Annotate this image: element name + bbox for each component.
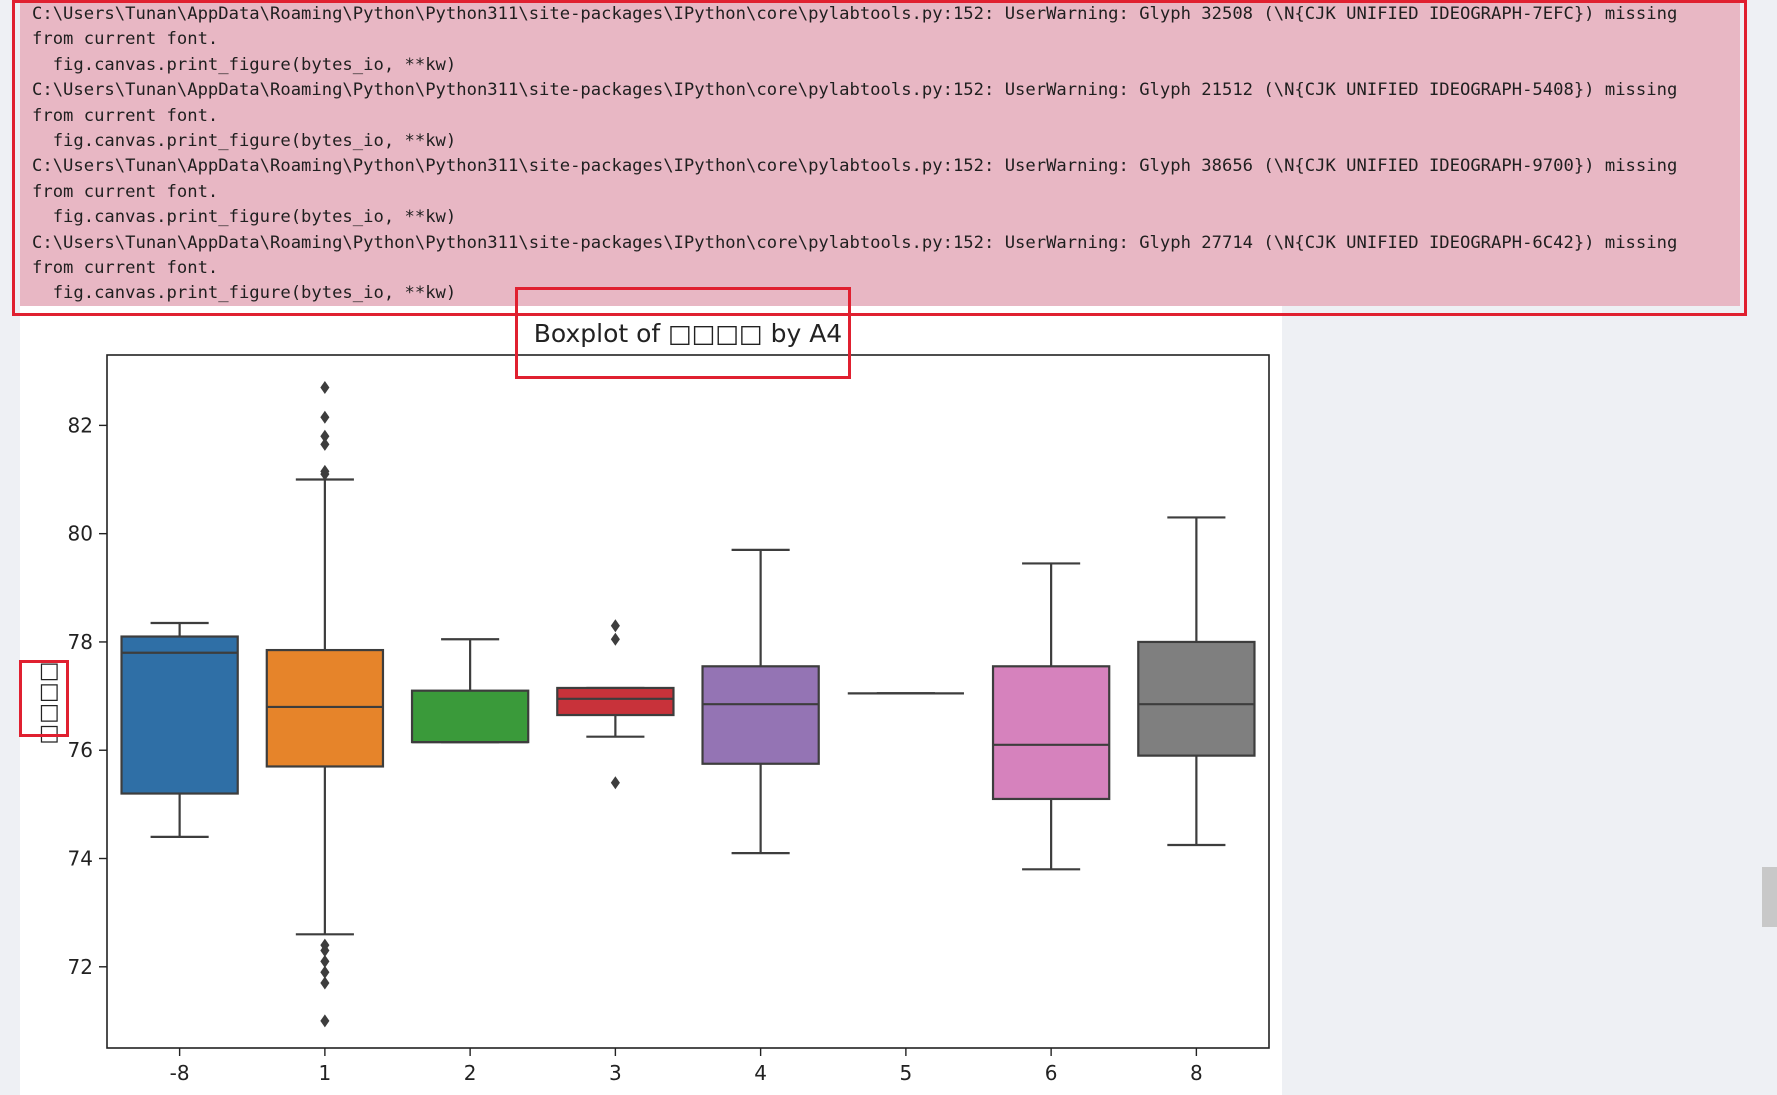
plot-area-frame [106, 354, 1270, 1049]
highlight-warnings [12, 0, 1747, 316]
box-3 [556, 619, 675, 790]
highlight-y-label [19, 660, 69, 737]
box-6 [991, 562, 1111, 871]
outlier-point [320, 944, 330, 958]
outlier-point [610, 776, 620, 790]
box-8 [1137, 516, 1256, 847]
y-axis-label: □□□□ [36, 661, 61, 744]
scrollbar-thumb[interactable] [1762, 867, 1777, 927]
x-tick-label: 6 [1045, 1061, 1058, 1085]
box-body [120, 635, 239, 795]
box-body [410, 689, 530, 744]
warning-line: from current font. [32, 257, 219, 278]
outlier-point [610, 632, 620, 646]
outlier-point [610, 619, 620, 633]
box--8 [120, 621, 239, 838]
outlier-point [320, 954, 330, 968]
box-1 [265, 380, 385, 1028]
warning-line: C:\Users\Tunan\AppData\Roaming\Python\Py… [32, 232, 1678, 253]
outlier-point [320, 380, 330, 394]
box-body [1137, 640, 1256, 757]
y-tick-label: 82 [68, 413, 93, 437]
y-tick-label: 78 [68, 630, 93, 654]
x-tick-label: 8 [1190, 1061, 1203, 1085]
y-tick-label: 80 [68, 522, 93, 546]
box-body [556, 686, 675, 717]
warning-text-block: C:\Users\Tunan\AppData\Roaming\Python\Py… [32, 2, 1677, 307]
warning-line: from current font. [32, 105, 219, 126]
box-4 [701, 548, 820, 855]
x-axis: -8 1 2 3 4 5 6 8 [170, 1048, 1203, 1085]
warning-line: C:\Users\Tunan\AppData\Roaming\Python\Py… [32, 156, 1678, 177]
x-tick-label: 3 [609, 1061, 622, 1085]
box-body [991, 665, 1111, 801]
outlier-point [320, 429, 330, 443]
x-tick-label: 4 [754, 1061, 767, 1085]
chart-figure: Boxplot of □□□□ by A4 □□□□ 72 74 76 78 80 82 … [20, 306, 1282, 1095]
boxplot-chart: Boxplot of □□□□ by A4 □□□□ 727476788082 … [36, 319, 1270, 1085]
outlier-point [320, 410, 330, 424]
warning-line: from current font. [32, 181, 219, 202]
warning-line: fig.canvas.print_figure(bytes_io, **kw) [32, 207, 457, 228]
chart-title: Boxplot of □□□□ by A4 [534, 319, 842, 348]
outlier-point [320, 1014, 330, 1028]
y-tick-label: 76 [68, 738, 93, 762]
warning-line: fig.canvas.print_figure(bytes_io, **kw) [32, 54, 457, 75]
warning-line: from current font. [32, 29, 219, 50]
warning-line: C:\Users\Tunan\AppData\Roaming\Python\Py… [32, 80, 1678, 101]
stderr-output-area [20, 0, 1740, 306]
x-tick-label: 1 [319, 1061, 332, 1085]
boxes-group [120, 380, 1256, 1028]
y-tick-label: 72 [68, 955, 93, 979]
y-axis: 72 74 76 78 80 82 [68, 413, 107, 979]
warning-line: fig.canvas.print_figure(bytes_io, **kw) [32, 130, 457, 151]
outlier-point [320, 965, 330, 979]
outlier-point [320, 437, 330, 451]
warning-line: C:\Users\Tunan\AppData\Roaming\Python\Py… [32, 4, 1678, 24]
y-tick-label: 74 [68, 847, 93, 871]
x-tick-label: 5 [900, 1061, 913, 1085]
box-body [701, 665, 820, 765]
x-tick-label: 2 [464, 1061, 477, 1085]
warning-line: fig.canvas.print_figure(bytes_io, **kw) [32, 283, 457, 304]
outlier-point [320, 976, 330, 990]
outlier-point [320, 467, 330, 481]
highlight-title [515, 287, 851, 379]
box-body [265, 648, 385, 768]
box-2 [410, 638, 530, 744]
x-tick-label: -8 [170, 1061, 190, 1085]
